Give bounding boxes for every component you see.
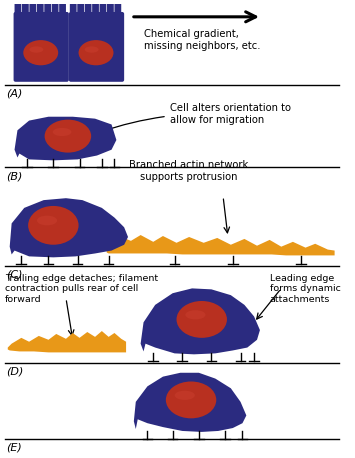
Ellipse shape: [23, 40, 58, 65]
Ellipse shape: [85, 46, 99, 53]
Text: Trailing edge detaches; filament
contraction pulls rear of cell
forward: Trailing edge detaches; filament contrac…: [5, 274, 158, 304]
FancyBboxPatch shape: [44, 3, 51, 19]
FancyBboxPatch shape: [70, 3, 77, 19]
Ellipse shape: [37, 216, 57, 225]
Ellipse shape: [176, 301, 227, 338]
Ellipse shape: [166, 382, 216, 418]
Ellipse shape: [45, 120, 91, 153]
Polygon shape: [15, 16, 67, 80]
Ellipse shape: [29, 46, 43, 53]
FancyBboxPatch shape: [13, 12, 69, 82]
FancyBboxPatch shape: [99, 3, 106, 19]
Text: (B): (B): [6, 171, 22, 181]
FancyBboxPatch shape: [92, 3, 99, 19]
Polygon shape: [134, 373, 246, 432]
FancyBboxPatch shape: [85, 3, 92, 19]
Text: (A): (A): [6, 88, 22, 98]
Polygon shape: [107, 235, 335, 256]
FancyBboxPatch shape: [77, 3, 84, 19]
Text: Cell alters orientation to
allow for migration: Cell alters orientation to allow for mig…: [101, 103, 291, 132]
Polygon shape: [15, 117, 116, 160]
FancyBboxPatch shape: [15, 3, 21, 19]
FancyBboxPatch shape: [107, 3, 114, 19]
FancyBboxPatch shape: [69, 12, 124, 82]
Text: (D): (D): [6, 367, 23, 377]
Polygon shape: [8, 331, 126, 352]
FancyBboxPatch shape: [37, 3, 44, 19]
Text: Leading edge
forms dynamic
attachments: Leading edge forms dynamic attachments: [270, 274, 340, 304]
FancyBboxPatch shape: [22, 3, 29, 19]
Polygon shape: [10, 198, 128, 257]
Text: Branched actin network
supports protrusion: Branched actin network supports protrusi…: [130, 160, 249, 182]
Ellipse shape: [175, 391, 195, 400]
FancyBboxPatch shape: [29, 3, 36, 19]
Text: (E): (E): [6, 442, 22, 453]
FancyBboxPatch shape: [52, 3, 59, 19]
FancyBboxPatch shape: [59, 3, 66, 19]
Ellipse shape: [53, 128, 71, 136]
Ellipse shape: [185, 310, 206, 319]
Text: (C): (C): [6, 270, 22, 280]
Polygon shape: [141, 289, 260, 354]
FancyBboxPatch shape: [114, 3, 121, 19]
Ellipse shape: [78, 40, 114, 65]
Text: Chemical gradient,
missing neighbors, etc.: Chemical gradient, missing neighbors, et…: [143, 29, 260, 51]
Ellipse shape: [28, 206, 78, 245]
